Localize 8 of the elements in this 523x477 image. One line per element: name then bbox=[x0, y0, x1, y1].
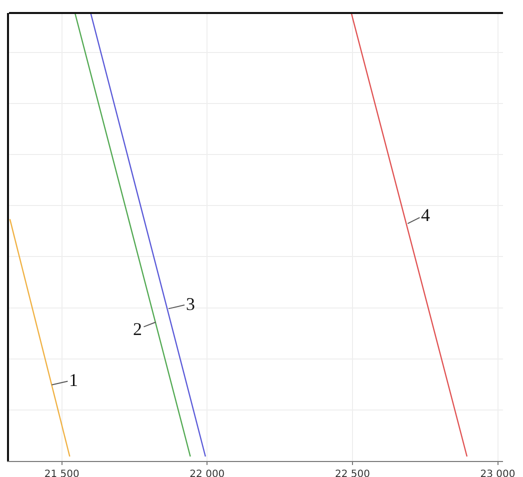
annotation: 1 bbox=[69, 370, 78, 390]
x-tick-label: 23 000 bbox=[480, 469, 516, 477]
x-tick-label: 22 000 bbox=[190, 469, 225, 477]
annotation: 2 bbox=[133, 319, 142, 339]
x-tick-label: 22 500 bbox=[334, 469, 370, 477]
x-tick-label: 21 500 bbox=[44, 469, 80, 477]
annotation: 4 bbox=[421, 205, 430, 225]
annotation: 3 bbox=[186, 294, 195, 314]
